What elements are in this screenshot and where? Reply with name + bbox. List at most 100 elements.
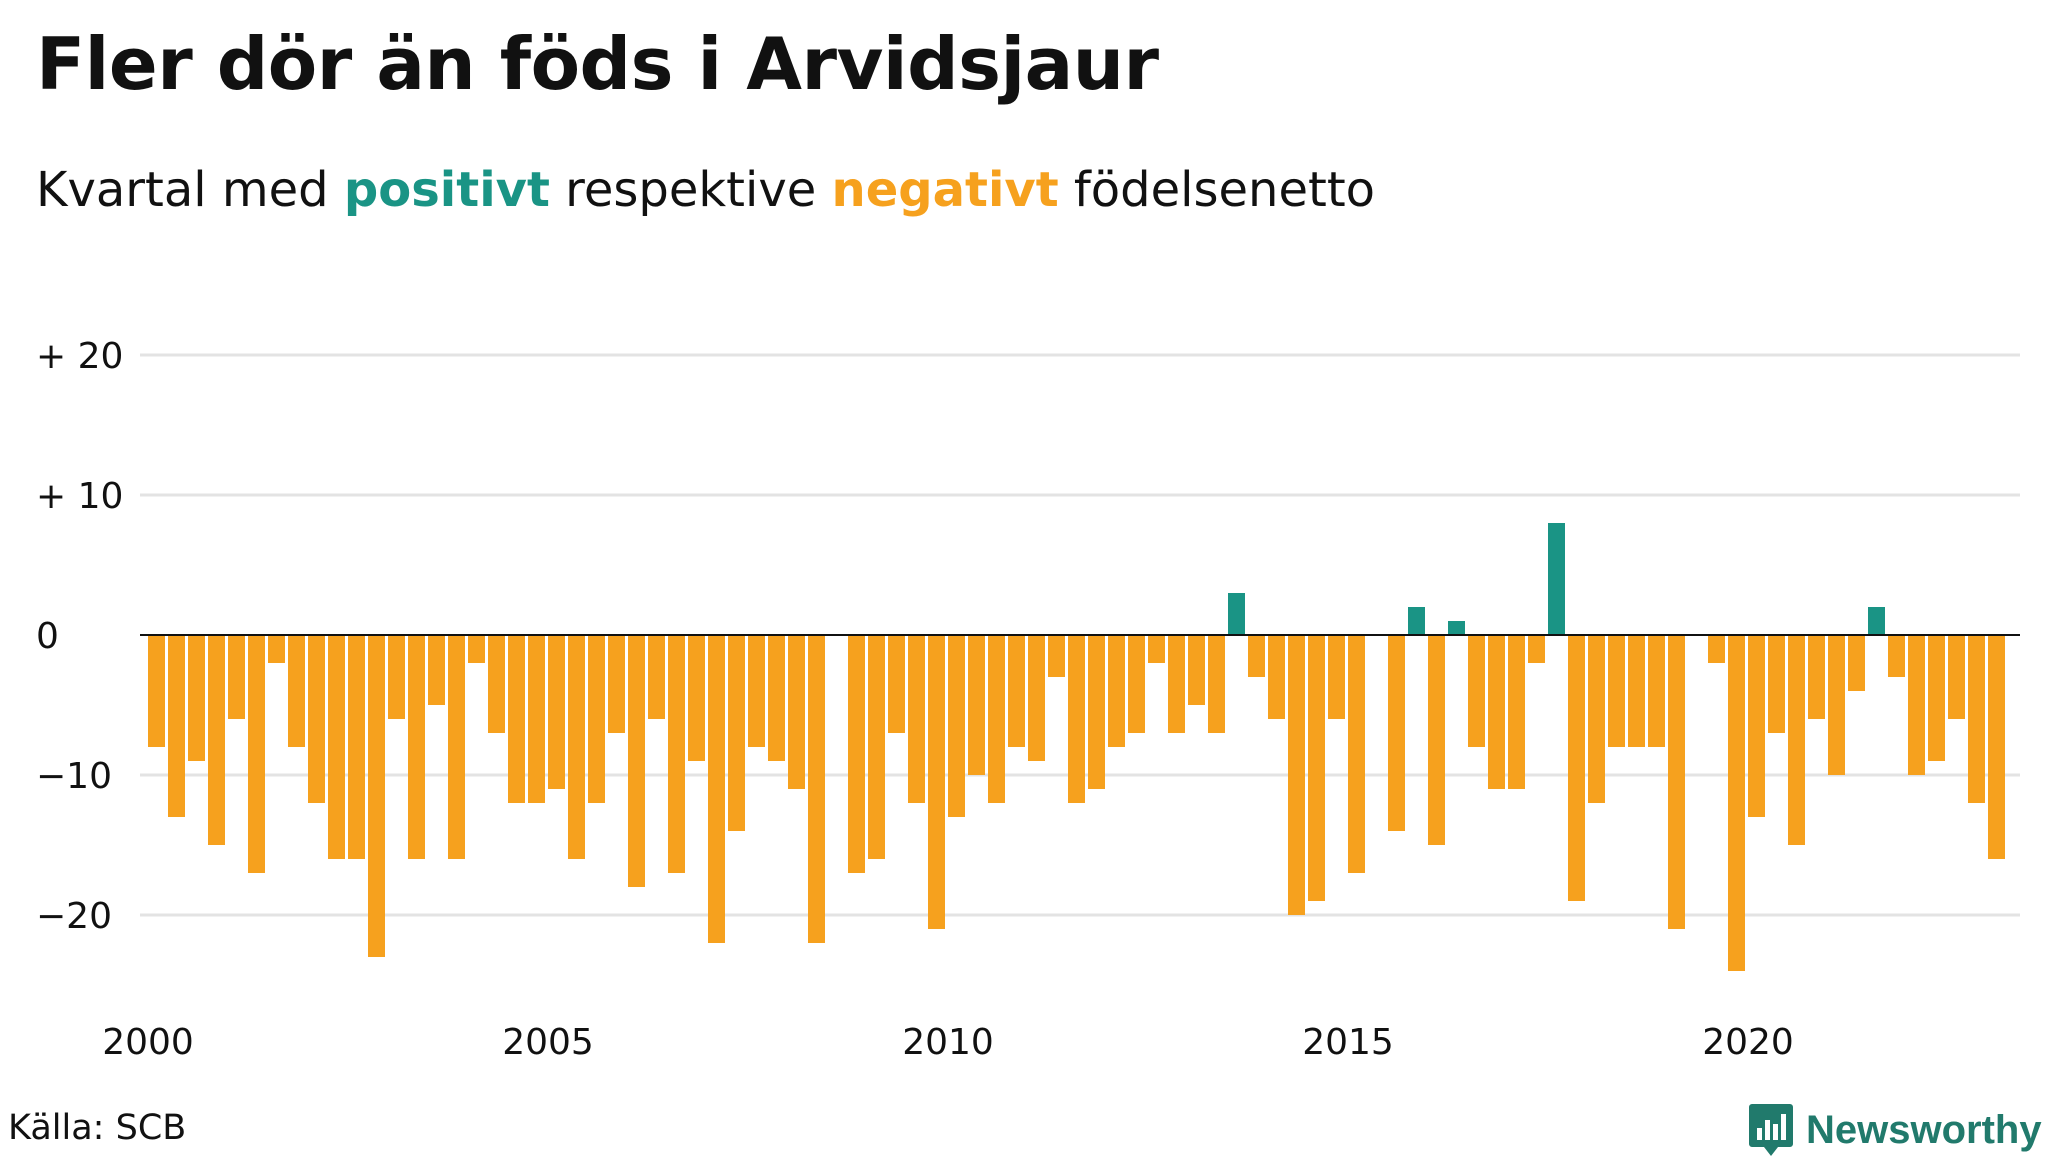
bar: [548, 635, 565, 789]
bar: [1488, 635, 1505, 789]
bar: [988, 635, 1005, 803]
bar: [1948, 635, 1965, 719]
bar: [328, 635, 345, 859]
bar: [848, 635, 865, 873]
bar: [1128, 635, 1145, 733]
bar: [1288, 635, 1305, 915]
x-tick-label: 2015: [1302, 1022, 1394, 1063]
bar: [588, 635, 605, 803]
bar: [1248, 635, 1265, 677]
bar: [1808, 635, 1825, 719]
bar: [688, 635, 705, 761]
bar: [748, 635, 765, 747]
bar: [788, 635, 805, 789]
x-axis-labels: 2000 2005 2010 2015 2020: [102, 1022, 1794, 1063]
bar: [1708, 635, 1725, 663]
bar: [888, 635, 905, 733]
subtitle-prefix: Kvartal med: [36, 162, 329, 218]
bar: [868, 635, 885, 859]
bar: [268, 635, 285, 663]
bar: [1428, 635, 1445, 845]
chart-title: Fler dör än föds i Arvidsjaur: [36, 22, 1159, 106]
bar: [1328, 635, 1345, 719]
bar: [1048, 635, 1065, 677]
bar: [768, 635, 785, 761]
subtitle-suffix: födelsenetto: [1073, 162, 1376, 218]
bar: [488, 635, 505, 733]
bar: [1868, 607, 1885, 635]
bar: [928, 635, 945, 929]
brand-logo: Newsworthy: [1748, 1100, 2042, 1160]
bar: [1108, 635, 1125, 747]
bar: [1628, 635, 1645, 747]
bar: [648, 635, 665, 719]
bar: [1588, 635, 1605, 803]
bar: [628, 635, 645, 887]
bar: [948, 635, 965, 817]
y-tick-label: + 20: [36, 336, 123, 377]
bar: [148, 635, 165, 747]
bar: [528, 635, 545, 803]
bar: [368, 635, 385, 957]
bar: [308, 635, 325, 803]
bar: [1548, 523, 1565, 635]
newsworthy-icon: [1749, 1104, 1793, 1156]
bar: [1828, 635, 1845, 775]
bar: [188, 635, 205, 761]
bar: [348, 635, 365, 859]
bar: [428, 635, 445, 705]
bar: [1148, 635, 1165, 663]
bar: [1748, 635, 1765, 817]
bar: [1028, 635, 1045, 761]
bar: [468, 635, 485, 663]
bar: [1308, 635, 1325, 901]
bar: [1008, 635, 1025, 747]
subtitle-positive-word: positivt: [343, 162, 550, 218]
bar: [1788, 635, 1805, 845]
bar: [248, 635, 265, 873]
bar: [1648, 635, 1665, 747]
bar: [1568, 635, 1585, 901]
bar: [168, 635, 185, 817]
bar: [388, 635, 405, 719]
bar: [1388, 635, 1405, 831]
bar: [968, 635, 985, 775]
bar: [1768, 635, 1785, 733]
x-tick-label: 2005: [502, 1022, 594, 1063]
y-tick-label: −10: [36, 756, 112, 797]
source-note: Källa: SCB: [8, 1108, 187, 1148]
x-tick-label: 2020: [1702, 1022, 1794, 1063]
bar: [668, 635, 685, 873]
bar: [728, 635, 745, 831]
y-axis-labels: + 20 + 10 0 −10 −20: [36, 336, 123, 937]
bar: [408, 635, 425, 859]
bar: [1968, 635, 1985, 803]
subtitle-middle: respektive: [565, 162, 817, 218]
bar: [1988, 635, 2005, 859]
bar: [1508, 635, 1525, 789]
bar: [1928, 635, 1945, 761]
bar: [1728, 635, 1745, 971]
bar-chart: + 20 + 10 0 −10 −20 2000 2005 2010 2015 2020: [36, 336, 2020, 1063]
brand-name: Newsworthy: [1806, 1107, 2042, 1152]
bar: [808, 635, 825, 943]
bar: [1468, 635, 1485, 747]
bar: [1888, 635, 1905, 677]
bar: [1268, 635, 1285, 719]
bar: [608, 635, 625, 733]
subtitle-negative-word: negativt: [831, 162, 1059, 218]
bar: [208, 635, 225, 845]
bar: [1228, 593, 1245, 635]
bar: [228, 635, 245, 719]
y-tick-label: + 10: [36, 476, 123, 517]
bar: [1208, 635, 1225, 733]
bar: [1848, 635, 1865, 691]
bar: [1188, 635, 1205, 705]
bar: [1088, 635, 1105, 789]
x-tick-label: 2000: [102, 1022, 194, 1063]
bar: [1528, 635, 1545, 663]
bar: [1348, 635, 1365, 873]
chart-subtitle: Kvartal med positivt respektive negativt…: [36, 162, 1375, 218]
y-tick-label: −20: [36, 896, 112, 937]
bar: [1068, 635, 1085, 803]
